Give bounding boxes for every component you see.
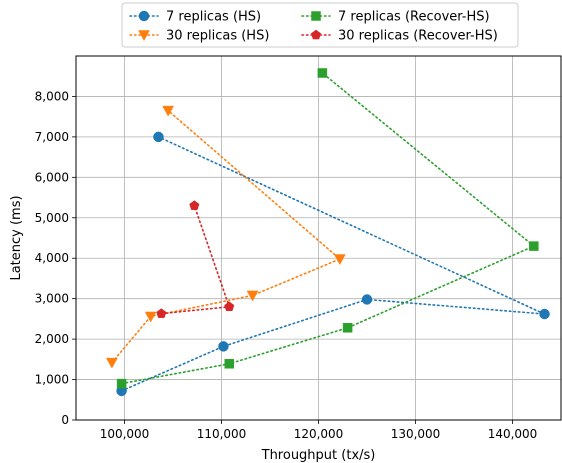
x-tick-label: 100,000 [100, 427, 150, 441]
legend-marker [311, 11, 321, 21]
x-tick-label: 140,000 [488, 427, 538, 441]
legend-item: 30 replicas (HS) [129, 29, 269, 44]
legend-marker [138, 30, 150, 42]
data-point [224, 359, 235, 369]
y-tick-label: 0 [61, 413, 69, 427]
y-tick-label: 5,000 [35, 211, 69, 225]
legend-box [121, 2, 519, 48]
series-line [120, 136, 545, 392]
x-axis-label: Throughput (tx/s) [261, 448, 376, 463]
legend-marker [138, 10, 150, 22]
legend-label: 30 replicas (HS) [166, 29, 269, 44]
x-tick-label: 120,000 [294, 427, 344, 441]
series-2 [105, 105, 346, 369]
data-point [189, 200, 200, 210]
data-point [317, 68, 328, 78]
data-point [539, 308, 550, 320]
y-tick-label: 4,000 [35, 251, 69, 265]
data-point [529, 241, 539, 251]
y-tick-label: 8,000 [35, 89, 69, 103]
plot-area [105, 68, 550, 397]
series-line [111, 109, 342, 364]
series-4 [156, 200, 235, 318]
data-point [162, 105, 175, 117]
x-tick-label: 130,000 [391, 427, 441, 441]
data-point [333, 254, 346, 266]
y-axis: 0 1,000 2,000 3,000 4,000 5,000 6,000 7,000 8,00… [35, 89, 76, 427]
legend-label: 7 replicas (HS) [166, 10, 261, 25]
series-3 [116, 68, 539, 389]
y-tick-label: 6,000 [35, 170, 69, 184]
data-point [153, 131, 164, 143]
legend: 7 replicas (HS) 30 replicas (HS) 7 replica… [121, 2, 519, 48]
y-tick-label: 7,000 [35, 130, 69, 144]
series-1 [116, 131, 550, 397]
legend-item: 7 replicas (HS) [129, 10, 261, 25]
series-line [160, 204, 231, 315]
legend-item: 7 replicas (Recover-HS) [301, 10, 490, 25]
data-point [361, 294, 373, 305]
legend-marker [310, 29, 322, 40]
data-point [342, 323, 353, 333]
data-point [144, 311, 157, 323]
grid [76, 56, 561, 421]
data-point [105, 357, 118, 369]
data-point [218, 341, 229, 352]
y-tick-label: 2,000 [35, 332, 69, 346]
legend-item: 30 replicas (Recover-HS) [301, 29, 498, 44]
data-point [156, 308, 167, 318]
data-point [116, 378, 127, 389]
y-tick-label: 1,000 [35, 373, 69, 387]
y-axis-label: Latency (ms) [9, 195, 24, 280]
data-point [224, 301, 235, 312]
x-tick-label: 110,000 [197, 427, 247, 441]
data-point [246, 290, 259, 302]
series-line [120, 72, 536, 385]
legend-label: 30 replicas (Recover-HS) [338, 29, 498, 44]
y-tick-label: 3,000 [35, 292, 69, 306]
x-axis: 100,000 110,000 120,000 130,000 140,000 [100, 420, 538, 441]
legend-label: 7 replicas (Recover-HS) [338, 10, 490, 25]
